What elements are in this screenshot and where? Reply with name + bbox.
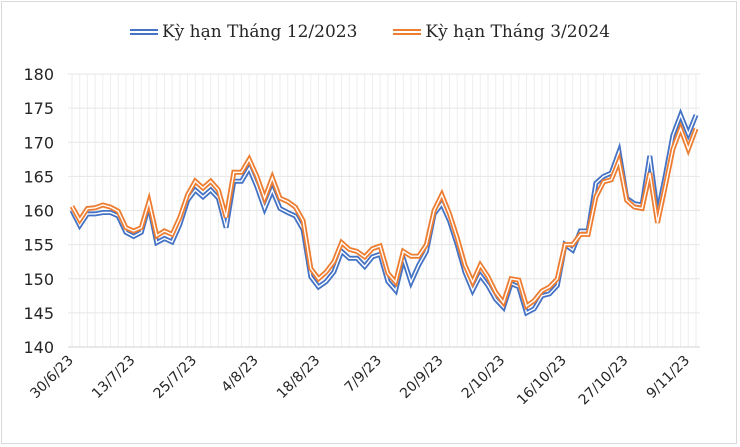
legend-label: Kỳ hạn Tháng 3/2024: [425, 22, 611, 42]
legend-swatch-blue-icon: [129, 29, 158, 35]
legend-item-dec-2023: Kỳ hạn Tháng 12/2023: [129, 22, 358, 42]
legend-item-mar-2024: Kỳ hạn Tháng 3/2024: [393, 22, 610, 42]
y-tick-label: 180: [23, 65, 54, 84]
y-tick-label: 145: [23, 304, 54, 323]
x-tick-label: 30/6/23: [27, 353, 76, 402]
x-tick-label: 20/9/23: [397, 353, 446, 402]
legend: Kỳ hạn Tháng 12/2023 Kỳ hạn Tháng 3/2024: [0, 22, 740, 42]
y-tick-label: 175: [23, 99, 54, 118]
y-tick-label: 155: [23, 236, 54, 255]
gridlines: [68, 73, 700, 348]
legend-swatch-orange-icon: [393, 29, 422, 35]
x-tick-label: 2/10/23: [459, 353, 508, 402]
series-line-inner-0: [71, 113, 697, 314]
y-tick-label: 165: [23, 167, 54, 186]
x-tick-label: 9/11/23: [644, 353, 693, 402]
x-tick-label: 4/8/23: [219, 353, 262, 396]
y-tick-label: 170: [23, 133, 54, 152]
x-tick-label: 25/7/23: [151, 353, 200, 402]
x-axis: 30/6/23 13/7/23 25/7/23 4/8/23 18/8/23 7/9/23…: [27, 353, 693, 409]
series-lines: [69, 108, 699, 317]
x-tick-label: 27/10/23: [576, 353, 632, 409]
x-tick-label: 16/10/23: [514, 353, 570, 409]
y-tick-label: 160: [23, 202, 54, 221]
series-line-1: [69, 121, 699, 311]
x-tick-label: 13/7/23: [89, 353, 138, 402]
x-tick-label: 7/9/23: [342, 353, 385, 396]
y-tick-label: 150: [23, 270, 54, 289]
series-line-inner-1: [71, 126, 697, 308]
series-line-0: [69, 108, 699, 317]
y-tick-label: 140: [23, 338, 54, 357]
x-tick-label: 18/8/23: [274, 353, 323, 402]
y-axis: 140 145 150 155 160 165 170 175 180: [23, 65, 54, 357]
legend-label: Kỳ hạn Tháng 12/2023: [161, 22, 358, 42]
